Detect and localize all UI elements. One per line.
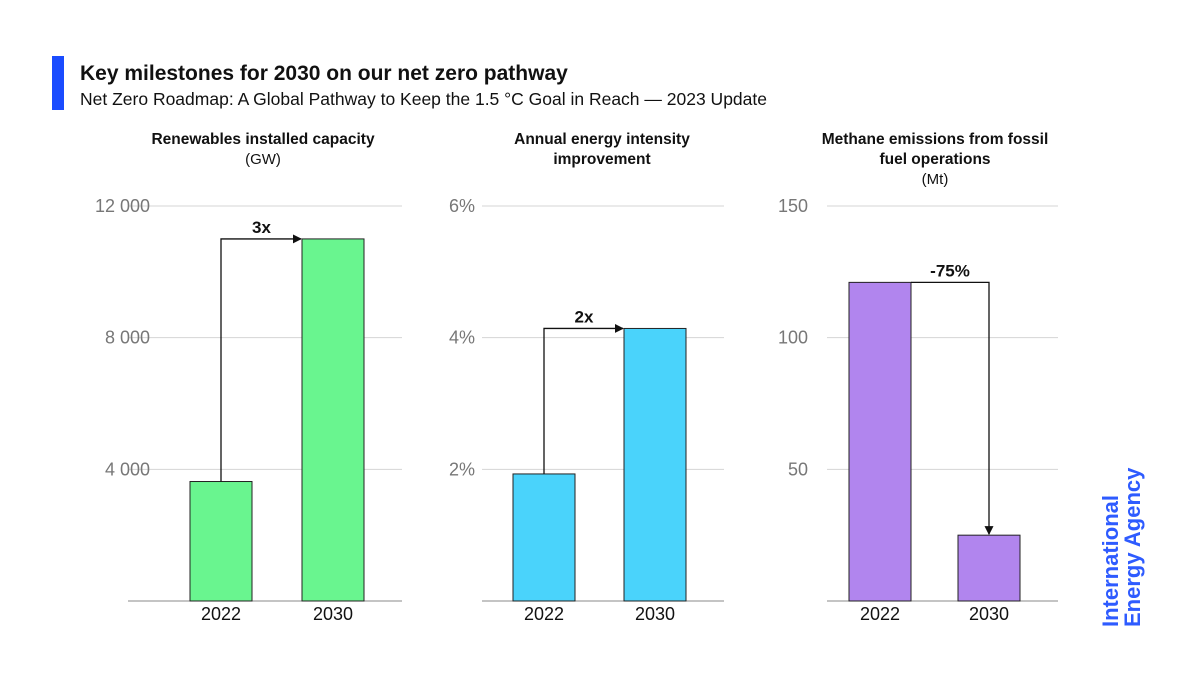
y-tick-label: 12 000 bbox=[95, 196, 150, 216]
change-arrow bbox=[220, 234, 302, 482]
page-subtitle: Net Zero Roadmap: A Global Pathway to Ke… bbox=[80, 89, 767, 109]
change-annotation: 3x bbox=[252, 218, 271, 237]
change-annotation: 2x bbox=[575, 307, 594, 326]
chart-title-energy-intensity: Annual energy intensity improvement bbox=[514, 131, 690, 168]
iea-logo: International Energy Agency bbox=[1098, 467, 1145, 627]
x-tick-label: 2030 bbox=[969, 604, 1009, 624]
y-tick-label: 100 bbox=[778, 328, 808, 348]
x-tick-label: 2022 bbox=[201, 604, 241, 624]
y-tick-label: 50 bbox=[788, 459, 808, 479]
chart-renewables: 4 000 8 000 12 000 2022 2030 3x bbox=[95, 196, 402, 624]
x-tick-label: 2022 bbox=[860, 604, 900, 624]
y-tick-label: 2% bbox=[449, 459, 475, 479]
chart-title-renewables: Renewables installed capacity (GW) bbox=[151, 131, 375, 168]
y-tick-label: 6% bbox=[449, 196, 475, 216]
page-title: Key milestones for 2030 on our net zero … bbox=[80, 62, 568, 85]
x-tick-label: 2030 bbox=[313, 604, 353, 624]
brand-line-2: Energy Agency bbox=[1120, 467, 1145, 627]
bar-2022 bbox=[189, 481, 253, 602]
bar-2022 bbox=[512, 473, 576, 602]
chart-energy-intensity: 2% 4% 6% 2022 2030 2x bbox=[449, 196, 724, 624]
change-arrow bbox=[911, 281, 994, 536]
y-tick-label: 8 000 bbox=[105, 328, 150, 348]
bar-2030 bbox=[957, 534, 1021, 602]
bar-2030 bbox=[301, 238, 365, 602]
x-tick-label: 2030 bbox=[635, 604, 675, 624]
accent-bar bbox=[52, 56, 64, 110]
y-tick-label: 4% bbox=[449, 328, 475, 348]
y-tick-label: 4 000 bbox=[105, 459, 150, 479]
x-tick-label: 2022 bbox=[524, 604, 564, 624]
bar-2022 bbox=[848, 281, 912, 602]
chart-title-methane: Methane emissions from fossil fuel opera… bbox=[821, 131, 1049, 188]
change-arrow bbox=[543, 323, 624, 474]
brand-line-1: International bbox=[1098, 494, 1123, 627]
y-tick-label: 150 bbox=[778, 196, 808, 216]
change-annotation: -75% bbox=[930, 261, 970, 280]
chart-methane: 50 100 150 2022 2030 -75% bbox=[778, 196, 1058, 624]
bar-2030 bbox=[623, 327, 687, 602]
